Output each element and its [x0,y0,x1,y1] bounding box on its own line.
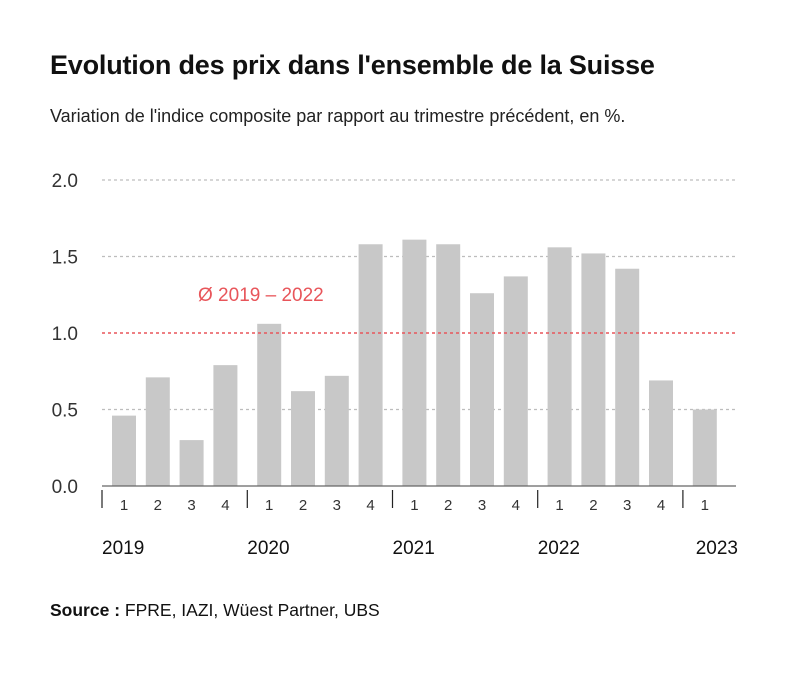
bar [470,293,494,486]
chart-subtitle: Variation de l'indice composite par rapp… [50,106,626,126]
y-tick-label: 1.0 [52,324,78,345]
x-axis [101,485,736,508]
y-tick-label: 0.5 [52,401,78,422]
bar [436,244,461,486]
quarter-tick-label: 2 [589,497,597,514]
quarter-tick-label: 2 [154,497,162,514]
y-axis-ticks: 0.0 0.5 1.0 1.5 2.0 [52,171,78,498]
quarter-tick-label: 2 [444,497,452,514]
bar [179,440,204,486]
quarter-tick-label: 1 [265,497,273,514]
quarter-tick-label: 4 [657,497,665,514]
source-note: Source : FPRE, IAZI, Wüest Partner, UBS [50,600,380,621]
bar [145,377,170,486]
bar [257,323,282,486]
bar [615,268,640,486]
year-label: 2019 [102,538,144,559]
quarter-tick-label: 3 [333,497,341,514]
bar [324,375,349,486]
quarter-tick-label: 1 [701,497,709,514]
year-label: 2022 [538,538,580,559]
y-tick-label: 1.5 [52,248,78,269]
quarter-tick-label: 4 [512,497,520,514]
year-label: 2020 [247,538,289,559]
quarter-tick-label: 1 [120,497,128,514]
chart-title: Evolution des prix dans l'ensemble de la… [50,50,655,80]
source-text: FPRE, IAZI, Wüest Partner, UBS [124,600,380,620]
bar [213,365,238,486]
bar-chart: Ø 2019 – 2022 0.0 0.5 1.0 1.5 2.0 1 2 3 4 1 2 3 4 1 2… [52,171,738,559]
bar [112,415,136,486]
bar [402,239,427,486]
quarter-tick-label: 3 [187,497,195,514]
bar [547,247,572,486]
bar [291,391,315,486]
quarter-tick-label: 4 [221,497,229,514]
bar [692,409,717,486]
quarter-tick-label: 1 [410,497,418,514]
x-axis-ticks: 1 2 3 4 1 2 3 4 1 2 3 4 1 2 3 4 1 2019 2020 2021 2022 2023 [102,497,738,559]
average-label: Ø 2019 – 2022 [198,285,324,306]
year-label: 2023 [696,538,738,559]
source-label: Source : [50,600,121,620]
year-label: 2021 [393,538,435,559]
quarter-tick-label: 3 [478,497,486,514]
bar [649,380,673,486]
bar [503,276,528,486]
y-tick-label: 2.0 [52,171,78,192]
quarter-tick-label: 4 [366,497,374,514]
y-tick-label: 0.0 [52,477,78,498]
average-line-group: Ø 2019 – 2022 [102,285,736,334]
quarter-tick-label: 2 [299,497,307,514]
bar [581,253,606,486]
quarter-tick-label: 1 [555,497,563,514]
quarter-tick-label: 3 [623,497,631,514]
bar [358,244,383,486]
bars [112,239,717,486]
